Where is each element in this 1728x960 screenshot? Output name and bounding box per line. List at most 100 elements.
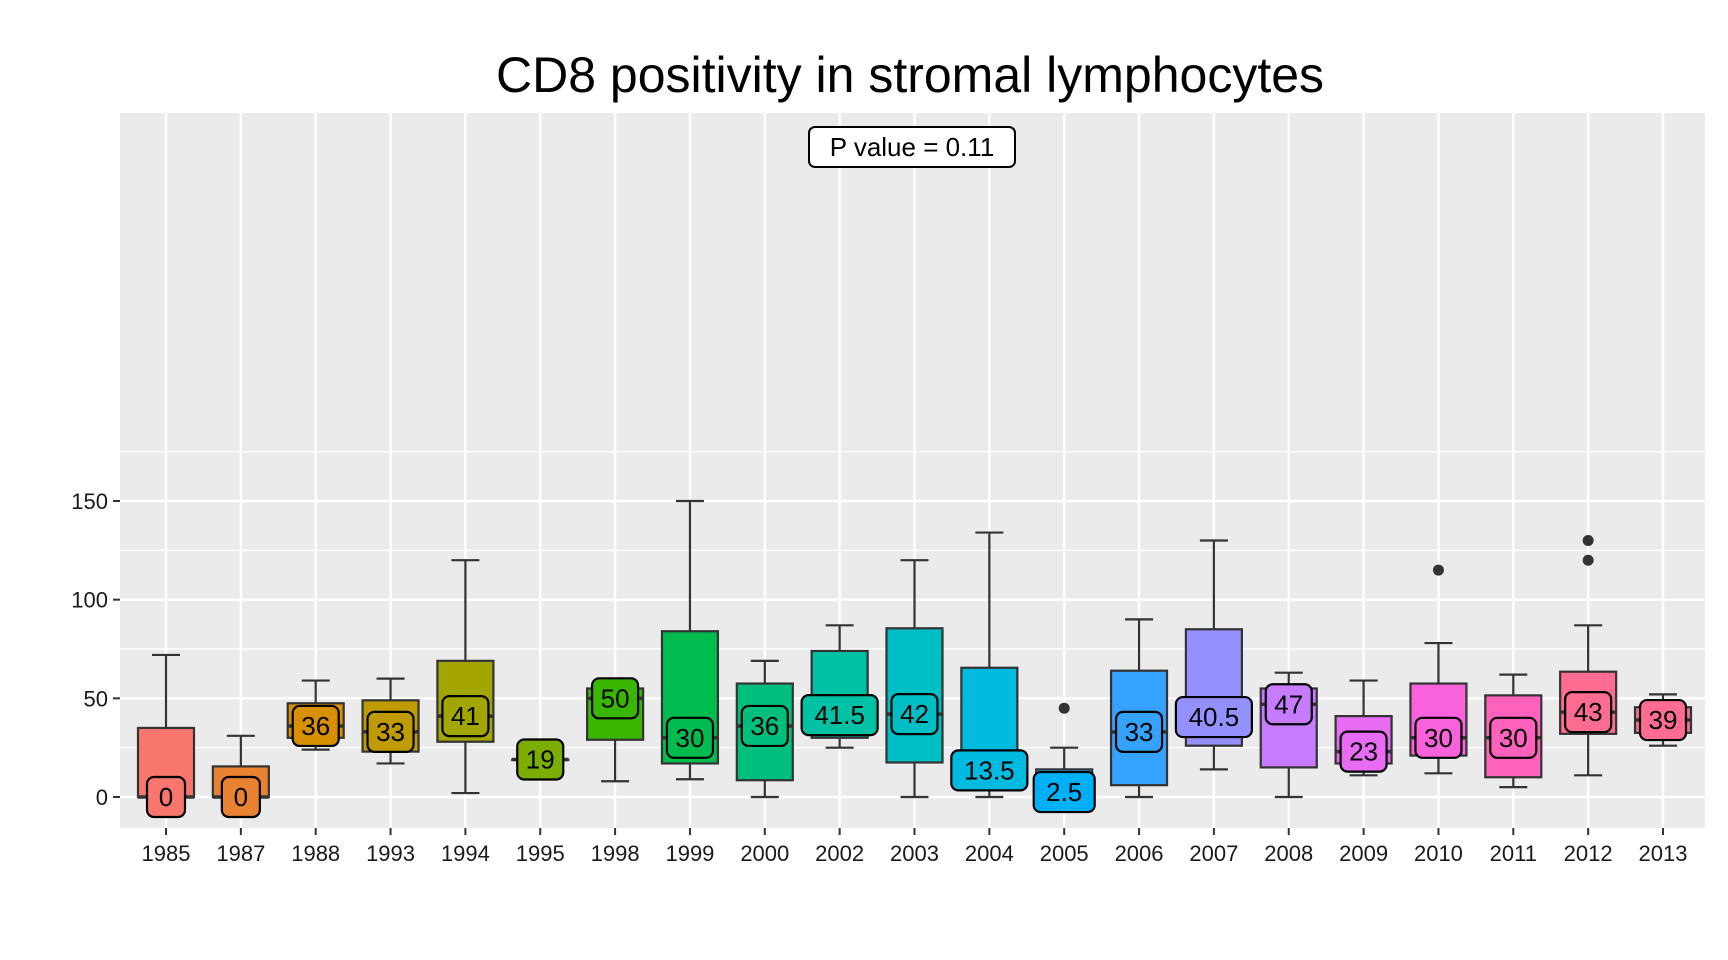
median-label-text: 33	[1125, 717, 1154, 747]
median-label-box	[1414, 716, 1463, 759]
median-label-2007: 40.5	[1174, 695, 1254, 739]
median-label-text: 30	[1499, 723, 1528, 753]
median-label-2009: 23	[1339, 730, 1388, 773]
median-label-box	[291, 704, 340, 748]
median-label-2002: 41.5	[800, 694, 879, 737]
median-label-box	[950, 749, 1029, 792]
x-tick-label: 2005	[1040, 841, 1089, 866]
x-tick-label: 2013	[1639, 841, 1688, 866]
median-label-box	[441, 694, 490, 738]
outlier-point	[1432, 564, 1444, 576]
median-label-2012: 43	[1564, 691, 1613, 734]
median-label-text: 30	[1424, 723, 1453, 753]
median-label-text: 42	[900, 699, 929, 729]
median-label-2013: 39	[1638, 698, 1688, 742]
chart-title: CD8 positivity in stromal lymphocytes	[495, 47, 1325, 103]
median-label-box	[1638, 698, 1688, 742]
x-tick-label: 1995	[516, 841, 565, 866]
x-tick-label: 1988	[291, 841, 340, 866]
x-tick-label: 1985	[142, 841, 191, 866]
median-label-box	[1564, 691, 1613, 734]
y-tick-label: 50	[84, 686, 108, 711]
x-tick-label: 2000	[740, 841, 789, 866]
median-label-1987: 0	[220, 775, 261, 819]
median-label-text: 50	[601, 683, 630, 713]
median-label-box	[145, 775, 187, 819]
median-label-text: 19	[526, 745, 555, 775]
x-tick-label: 2004	[965, 841, 1014, 866]
p-value-box	[808, 126, 1016, 168]
median-label-box	[1114, 710, 1164, 753]
median-label-text: 43	[1574, 697, 1603, 727]
median-label-box	[665, 716, 715, 759]
median-label-box	[1032, 770, 1096, 814]
median-label-box	[800, 694, 879, 737]
median-label-2006: 33	[1114, 710, 1164, 753]
median-label-box	[1489, 716, 1538, 759]
median-label-2003: 42	[890, 693, 939, 736]
median-label-1985: 0	[145, 775, 187, 819]
x-tick-label: 1993	[366, 841, 415, 866]
x-tick-label: 1998	[591, 841, 640, 866]
median-label-text: 13.5	[964, 755, 1015, 785]
median-label-box	[1174, 695, 1254, 739]
median-label-box	[890, 693, 939, 736]
median-label-2011: 30	[1489, 716, 1538, 759]
outlier-point	[1582, 534, 1594, 546]
median-label-box	[220, 775, 261, 819]
x-tick-label: 2012	[1564, 841, 1613, 866]
p-value-text: P value = 0.11	[830, 132, 995, 162]
median-label-text: 0	[159, 782, 173, 812]
median-label-1994: 41	[441, 694, 490, 738]
x-tick-label: 2011	[1490, 841, 1537, 866]
y-tick-label: 100	[71, 588, 108, 613]
median-label-text: 0	[234, 782, 248, 812]
median-labels: 0 0 36 33 41 19 50 30 36 41.5 42 13.5 2.5 33 40.5 47 23 3…	[145, 677, 1688, 819]
median-label-text: 40.5	[1189, 702, 1240, 732]
median-label-2004: 13.5	[950, 749, 1029, 792]
median-label-text: 30	[675, 723, 704, 753]
median-label-text: 36	[750, 711, 779, 741]
median-label-box	[1264, 683, 1313, 726]
outlier-point	[1058, 702, 1070, 714]
x-tick-label: 2006	[1115, 841, 1164, 866]
x-tick-label: 1987	[216, 841, 265, 866]
median-label-1998: 50	[590, 677, 640, 720]
median-label-text: 33	[376, 717, 405, 747]
median-label-text: 41.5	[814, 700, 865, 730]
x-tick-label: 2009	[1339, 841, 1388, 866]
median-label-1999: 30	[665, 716, 715, 759]
median-label-1993: 33	[366, 710, 415, 753]
median-label-box	[1339, 730, 1388, 773]
median-label-2008: 47	[1264, 683, 1313, 726]
median-label-text: 2.5	[1046, 777, 1082, 807]
median-label-1988: 36	[291, 704, 340, 748]
median-label-box	[740, 704, 789, 748]
median-label-box	[516, 738, 565, 781]
median-label-text: 41	[451, 701, 480, 731]
median-label-text: 39	[1649, 705, 1678, 735]
median-label-2005: 2.5	[1032, 770, 1096, 814]
x-tick-label: 1999	[665, 841, 714, 866]
y-tick-label: 0	[96, 785, 108, 810]
median-label-text: 23	[1349, 737, 1378, 767]
p-value-annotation: P value = 0.11	[808, 126, 1016, 168]
median-label-text: 36	[301, 711, 330, 741]
median-label-box	[366, 710, 415, 753]
median-label-1995: 19	[516, 738, 565, 781]
x-tick-label: 1994	[441, 841, 490, 866]
x-tick-label: 2008	[1264, 841, 1313, 866]
y-axis: 0 50 100 150	[71, 489, 120, 810]
median-label-2010: 30	[1414, 716, 1463, 759]
y-tick-label: 150	[71, 489, 108, 514]
x-tick-label: 2002	[815, 841, 864, 866]
median-label-box	[590, 677, 640, 720]
median-label-2000: 36	[740, 704, 789, 748]
x-tick-label: 2010	[1414, 841, 1463, 866]
x-axis: 1985 1987 1988 1993 1994 1995 1998 1999 2000 2002…	[142, 828, 1688, 866]
median-label-text: 47	[1274, 689, 1303, 719]
outlier-point	[1582, 554, 1594, 566]
x-tick-label: 2003	[890, 841, 939, 866]
x-tick-label: 2007	[1189, 841, 1238, 866]
